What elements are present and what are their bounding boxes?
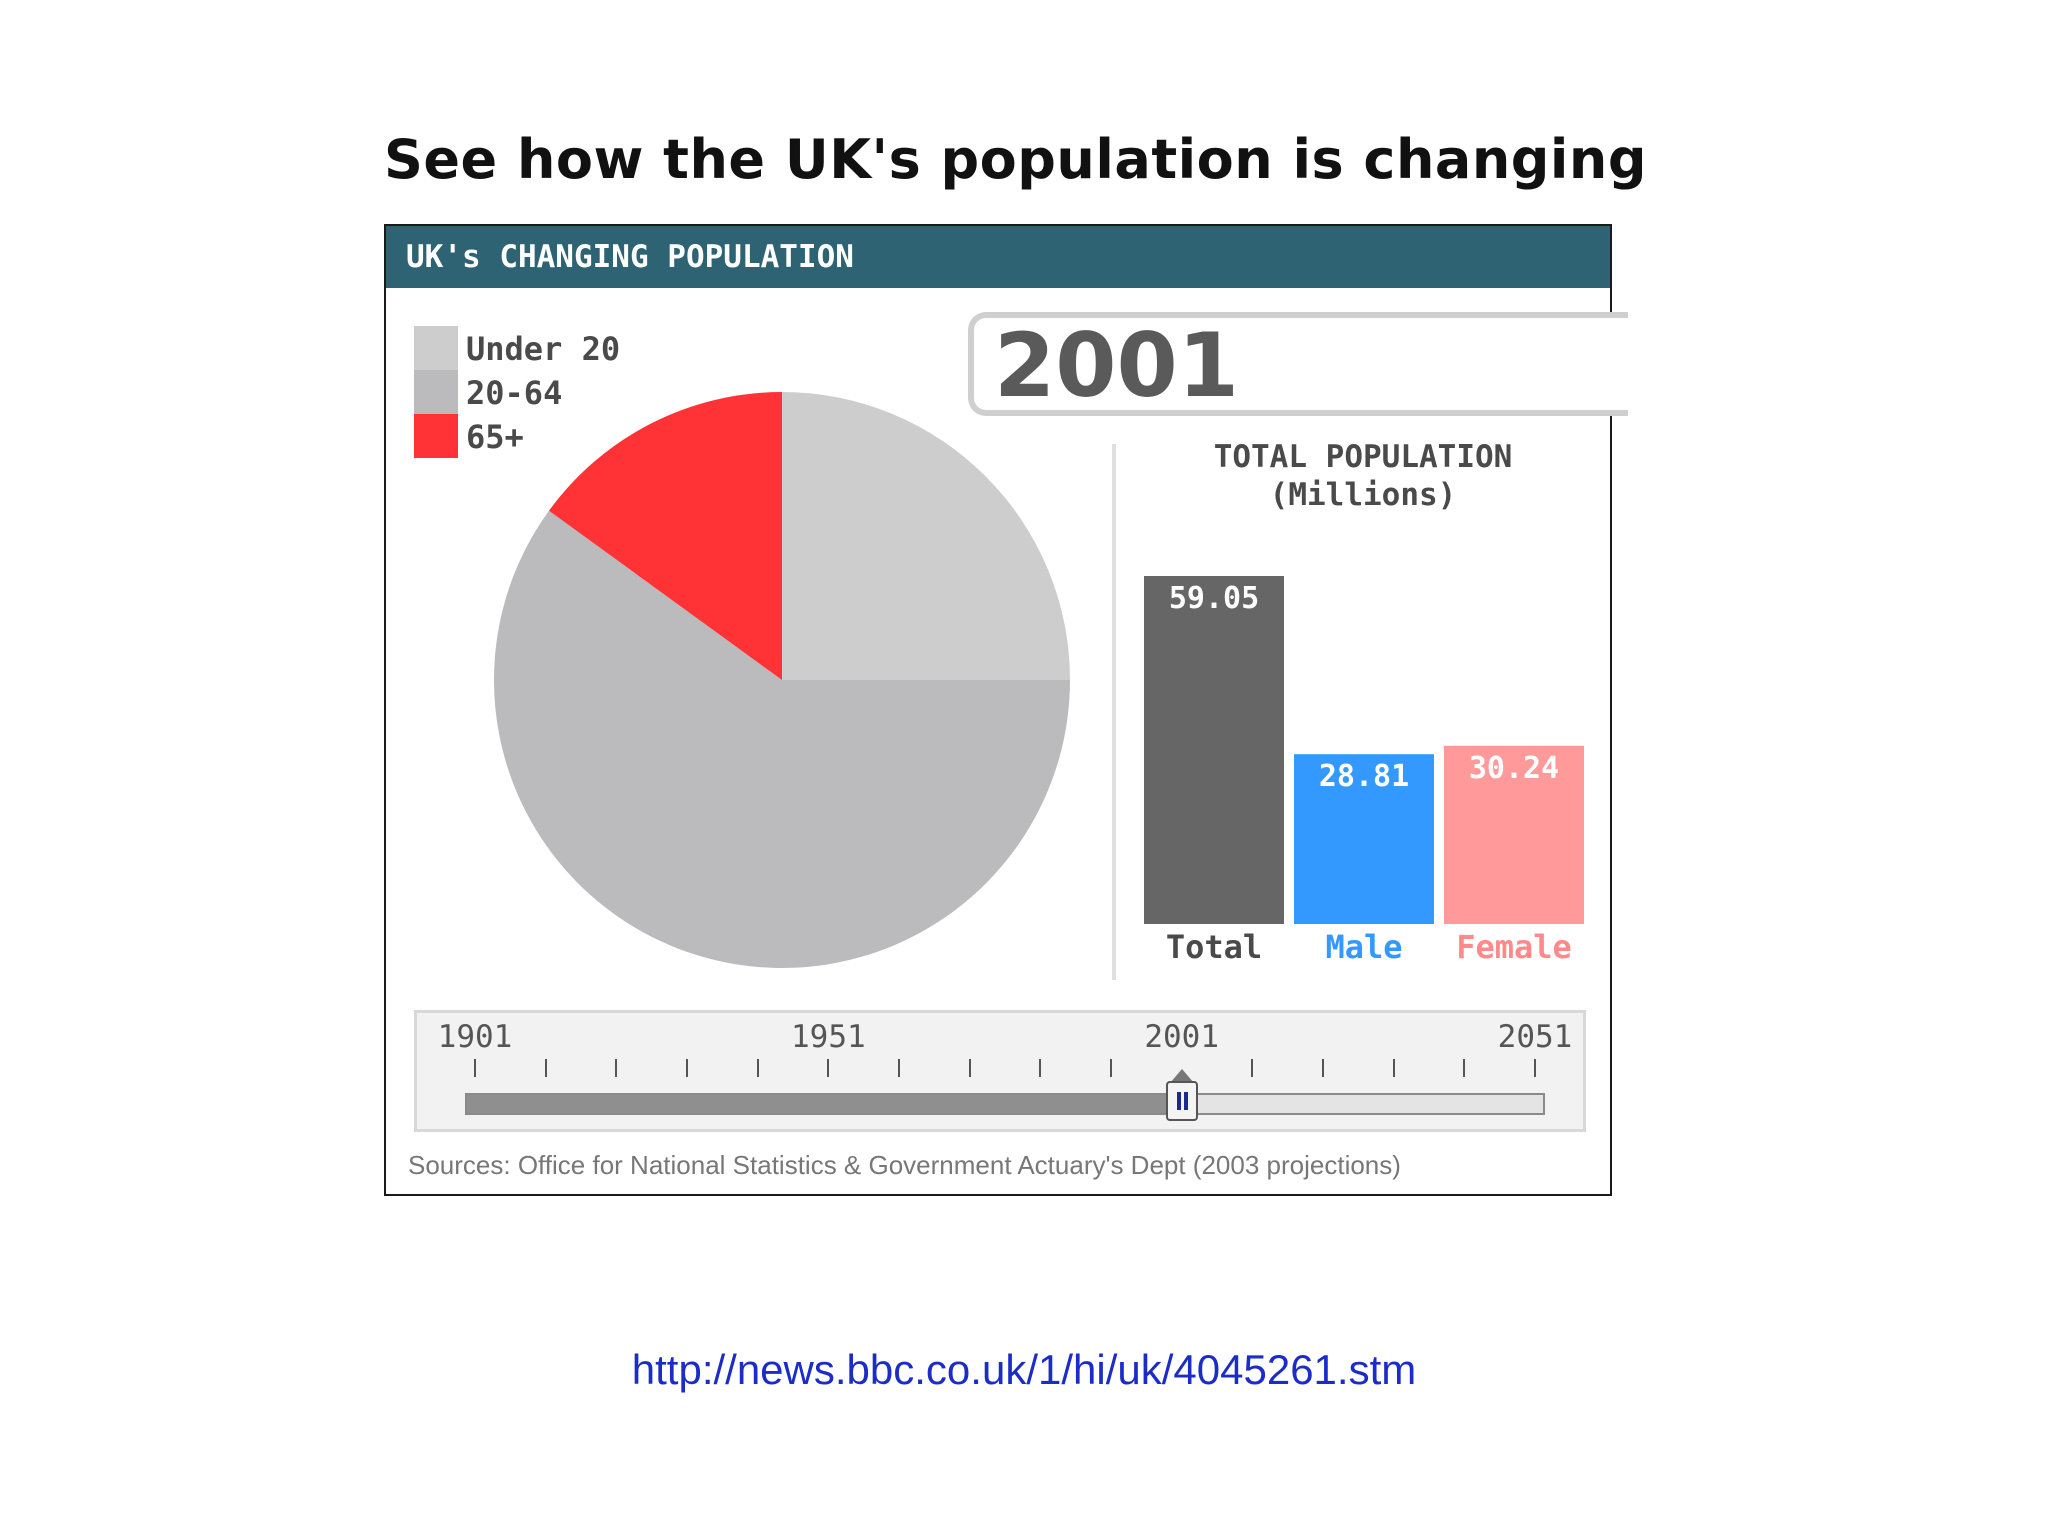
timeline-label-1951: 1951 [791,1019,866,1055]
slide-title: See how the UK's population is changing [384,128,1648,191]
population-widget: UK's CHANGING POPULATION Under 20 20-64 … [384,224,1628,1196]
timeline-progress [467,1095,1185,1113]
bar-male [1294,754,1434,924]
timeline-tick [827,1059,830,1077]
population-bar-chart: 59.05 Total 28.81 Male 30.24 Female [1144,576,1584,966]
source-link[interactable]: http://news.bbc.co.uk/1/hi/uk/4045261.st… [631,1346,1417,1393]
pie-slice-65-plus [549,392,782,680]
legend-label-under-20: Under 20 [466,330,621,368]
bar-category-female: Female [1456,928,1572,966]
timeline-tick [968,1059,971,1077]
timeline-tick [1534,1059,1536,1077]
divider [1112,444,1116,980]
year-label: 2001 [994,314,1239,417]
timeline-tick [756,1059,759,1077]
legend-label-20-64: 20-64 [466,374,563,412]
bar-chart-subtitle: (Millions) [1269,477,1457,513]
timeline-tick [1110,1059,1112,1077]
timeline-tick [1251,1059,1254,1077]
timeline-tick [1392,1059,1395,1077]
legend-swatch-under-20 [414,326,458,370]
bar-value-total: 59.05 [1169,581,1259,616]
timeline-tick [615,1059,618,1077]
legend-swatch-65-plus [414,414,458,458]
timeline-label-2051: 2051 [1497,1019,1573,1055]
widget-header: UK's CHANGING POPULATION [386,226,1610,288]
bar-total [1144,576,1284,924]
timeline-pointer-icon [1169,1069,1194,1083]
bar-chart-title: TOTAL POPULATION (Millions) [1121,438,1605,514]
timeline-tick [898,1059,900,1077]
timeline-tick [1463,1059,1466,1077]
year-timeline-slider[interactable]: 1901 1951 2001 2051 [414,1010,1586,1132]
pie-slice-under-20 [782,392,1070,680]
bar-category-total: Total [1166,928,1262,966]
timeline-tick [544,1059,547,1077]
timeline-label-1901: 1901 [437,1019,513,1055]
bar-value-female: 30.24 [1469,751,1559,786]
timeline-tick [1322,1059,1324,1077]
timeline-tick [686,1059,688,1077]
sources-note: Sources: Office for National Statistics … [408,1150,1401,1180]
bar-chart-title-main: TOTAL POPULATION [1213,439,1513,475]
timeline-tick [1039,1059,1042,1077]
timeline-label-2001: 2001 [1144,1019,1219,1055]
legend-label-65-plus: 65+ [466,418,524,456]
bar-category-male: Male [1325,928,1402,966]
year-display: 2001 [968,312,1628,417]
age-pie-chart [493,392,1070,968]
timeline-track[interactable] [465,1093,1545,1115]
timeline-handle[interactable] [1165,1081,1198,1121]
legend-swatch-20-64 [414,370,458,414]
bar-value-male: 28.81 [1319,759,1409,794]
pie-slice-20-64 [493,510,1070,968]
timeline-tick [474,1059,476,1077]
bar-female [1444,745,1584,924]
